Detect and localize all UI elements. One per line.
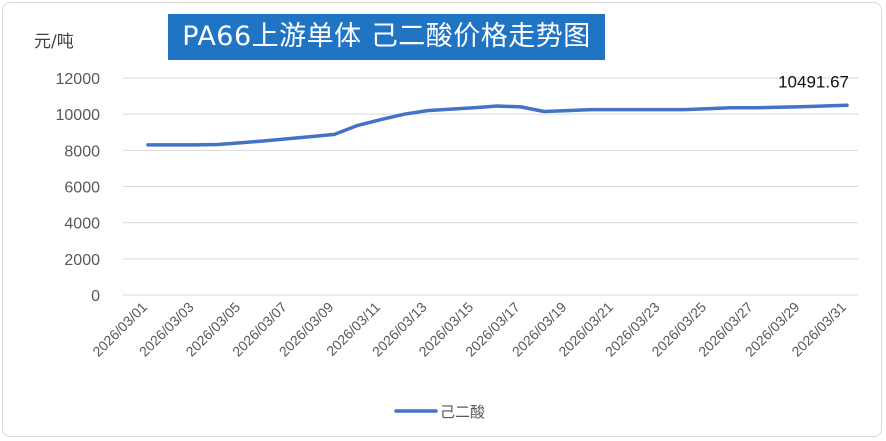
chart-frame: [2, 2, 882, 437]
y-tick-label: 2000: [64, 252, 100, 269]
last-value-label: 10491.67: [778, 72, 849, 91]
y-axis-unit-label: 元/吨: [34, 32, 74, 52]
y-tick-label: 6000: [64, 180, 100, 197]
chart-title: PA66上游单体 己二酸价格走势图: [168, 14, 605, 60]
y-tick-label: 0: [91, 288, 100, 305]
y-tick-label: 8000: [64, 143, 100, 160]
y-tick-label: 12000: [56, 71, 101, 88]
y-tick-label: 4000: [64, 216, 100, 233]
legend-label: 己二酸: [440, 403, 485, 421]
series-line-己二酸: [146, 103, 849, 147]
y-tick-label: 10000: [56, 107, 101, 124]
